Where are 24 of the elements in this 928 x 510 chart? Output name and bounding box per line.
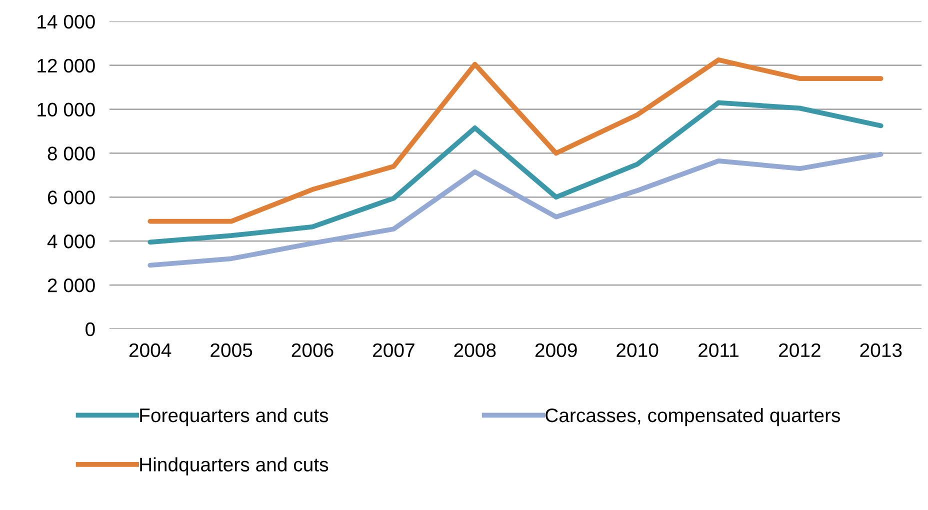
x-tick-label: 2013 [860, 343, 902, 358]
x-tick-label: 2011 [698, 343, 738, 358]
x-tick-label: 2008 [454, 343, 496, 358]
y-tick-label: 6 000 [48, 190, 95, 204]
x-tick-label: 2004 [129, 343, 172, 358]
x-tick-label: 2012 [779, 343, 820, 358]
line-series [148, 100, 884, 245]
x-tick-label: 2005 [210, 343, 252, 358]
x-tick-label: 2009 [535, 343, 577, 358]
y-tick-label: 2 000 [48, 278, 95, 292]
y-tick-label: 4 000 [47, 234, 95, 248]
y-tick-label: 8 000 [48, 146, 95, 160]
y-tick-label: 0 [86, 322, 95, 336]
y-tick-label: 14 000 [38, 14, 95, 29]
legend-label: Hindquarters and cuts [140, 457, 328, 476]
x-tick-label: 2006 [292, 343, 334, 358]
legend-label: Carcasses, compensated quarters [546, 408, 840, 426]
x-tick-label: 2007 [373, 343, 414, 358]
y-tick-label: 10 000 [38, 102, 95, 117]
y-tick-label: 12 000 [38, 58, 95, 73]
line-series [148, 152, 884, 268]
line-series [148, 57, 884, 224]
legend-label: Forequarters and cuts [140, 408, 328, 426]
x-tick-label: 2010 [616, 343, 658, 358]
